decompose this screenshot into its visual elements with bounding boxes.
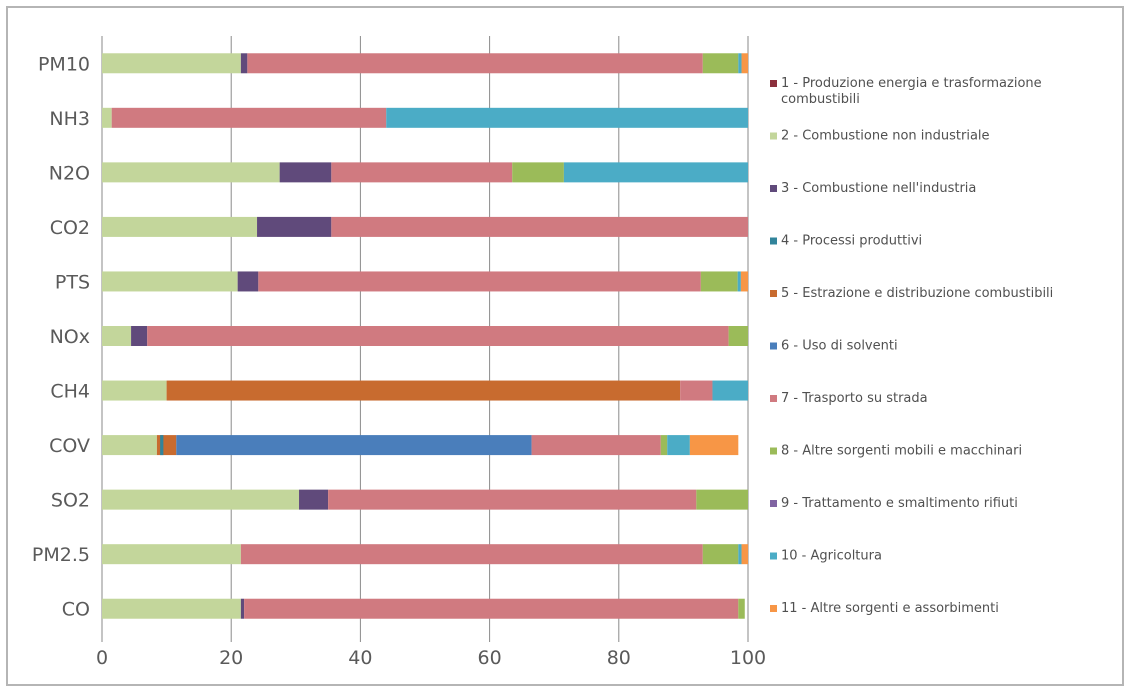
legend: 1 - Produzione energia e trasformazione c… (770, 76, 1053, 616)
bar-segment (176, 435, 532, 456)
category-label: NH3 (49, 108, 90, 130)
bar-segment (257, 216, 332, 237)
legend-swatch (770, 185, 777, 192)
legend-label: 6 - Uso di solventi (781, 339, 898, 354)
bar-segment (737, 271, 741, 292)
category-label: CO (62, 599, 90, 621)
bar-segment (166, 380, 681, 401)
bar-segment (102, 435, 157, 456)
bar-segment (712, 380, 748, 401)
bar-segment (102, 380, 167, 401)
legend-swatch (770, 80, 777, 87)
category-label: NOx (50, 326, 90, 348)
bar-segment (111, 107, 387, 128)
bar-segment (279, 162, 332, 183)
bar-segment (299, 489, 329, 510)
bar-segment (738, 53, 742, 74)
bar-segment (131, 326, 148, 346)
x-tick-label: 40 (348, 647, 372, 669)
bar-segment (740, 271, 748, 292)
bar-segment (156, 435, 177, 456)
bar-segment (240, 53, 248, 74)
bar-segment (512, 162, 564, 183)
bar-segment (702, 544, 739, 565)
legend-label: 10 - Agricoltura (781, 549, 882, 564)
legend-label: 9 - Trattamento e smaltimento rifiuti (781, 496, 1018, 511)
legend-swatch (770, 500, 777, 507)
category-label: SO2 (51, 490, 90, 512)
x-tick-label: 0 (96, 647, 108, 669)
legend-swatch (770, 605, 777, 612)
bar-segment (386, 107, 748, 128)
legend-swatch (770, 552, 777, 560)
legend-label: 1 - Produzione energia e trasformazione c… (781, 76, 1042, 107)
bar-segment (258, 271, 701, 292)
bar-segment (667, 435, 690, 456)
bar-segment (102, 544, 241, 565)
bar-segment (738, 598, 745, 619)
bar-segment (689, 435, 739, 456)
legend-label: 4 - Processi produttivi (781, 234, 922, 249)
legend-label: 7 - Trasporto su strada (781, 391, 928, 406)
bar-segment (696, 489, 748, 510)
legend-swatch (770, 395, 777, 402)
category-labels: PM10 NH3 N2O CO2 PTS NOx CH4 COV SO2 PM2.5 CO (32, 53, 90, 620)
bar-segment (160, 435, 164, 456)
bar-segment (660, 435, 668, 456)
bar-segment (741, 53, 748, 74)
category-label: PM10 (38, 53, 90, 75)
bar-segment (728, 326, 748, 346)
bar-segment (738, 544, 742, 565)
legend-label: 3 - Combustione nell'industria (781, 181, 976, 196)
bar-segment (240, 544, 703, 565)
x-tick-label: 60 (478, 647, 502, 669)
bars (102, 53, 748, 619)
category-label: CO2 (50, 217, 90, 239)
legend-label: 2 - Combustione non industriale (781, 129, 990, 144)
bar-segment (531, 435, 661, 456)
legend-swatch (770, 447, 777, 455)
bar-segment (702, 53, 739, 74)
x-tick-labels: 0 20 40 60 80 100 (96, 647, 766, 669)
chart-frame (6, 6, 1124, 686)
bar-segment (102, 489, 300, 510)
bar-segment (102, 326, 132, 346)
category-label: CH4 (50, 381, 90, 403)
bar-segment (331, 162, 513, 183)
bar-segment (240, 598, 245, 619)
bar-segment (102, 162, 280, 183)
legend-label: 5 - Estrazione e distribuzione combustib… (781, 286, 1053, 301)
bar-segment (237, 271, 259, 292)
bar-segment (102, 53, 241, 74)
bar-segment (563, 162, 748, 183)
bar-segment (700, 271, 738, 292)
bar-segment (102, 598, 241, 619)
bar-segment (331, 216, 748, 237)
legend-label: 11 - Altre sorgenti e assorbimenti (781, 601, 999, 616)
x-tick-label: 80 (607, 647, 631, 669)
legend-swatch (770, 132, 777, 140)
category-label: PTS (55, 271, 90, 293)
bar-segment (328, 489, 697, 510)
category-label: COV (49, 435, 90, 457)
bar-segment (102, 271, 238, 292)
legend-label: 8 - Altre sorgenti mobili e macchinari (781, 444, 1022, 459)
bar-segment (244, 598, 739, 619)
x-tick-label: 20 (219, 647, 243, 669)
legend-swatch (770, 237, 777, 245)
bar-segment (247, 53, 703, 74)
bar-segment (680, 380, 713, 401)
gridlines (101, 36, 749, 642)
category-label: PM2.5 (32, 544, 90, 566)
bar-segment (147, 326, 729, 346)
bar-segment (102, 107, 112, 128)
bar-segment (741, 544, 748, 565)
category-label: N2O (49, 162, 90, 184)
x-tick-label: 100 (730, 647, 766, 669)
legend-swatch (770, 290, 777, 297)
bar-segment (102, 216, 258, 237)
legend-swatch (770, 342, 777, 350)
